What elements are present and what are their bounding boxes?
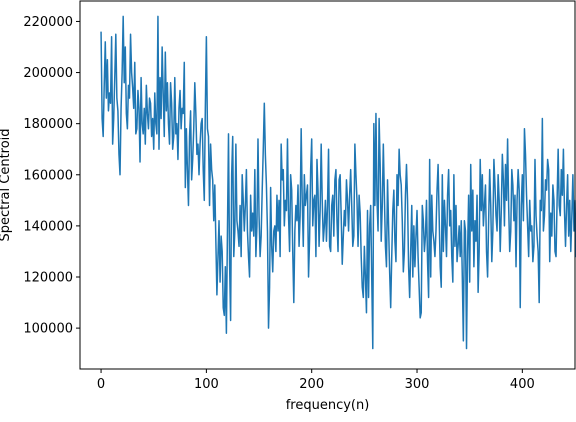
x-axis-label: frequency(n) [286, 398, 370, 413]
y-axis-label: Spectral Centroid [0, 128, 13, 241]
x-tick-label: 300 [405, 377, 430, 392]
plot-area [100, 15, 576, 350]
y-tick-label: 100000 [23, 322, 73, 337]
y-tick-label: 140000 [23, 219, 73, 234]
y-tick-label: 180000 [23, 117, 73, 132]
x-tick-label: 200 [299, 377, 324, 392]
series-line-0 [100, 15, 576, 350]
x-tick-label: 0 [97, 377, 105, 392]
y-tick-label: 160000 [23, 168, 73, 183]
y-tick-label: 220000 [23, 15, 73, 30]
x-tick-label: 100 [194, 377, 219, 392]
y-axis-ticks: 100000 120000 140000 160000 180000 200000 2200… [23, 15, 80, 337]
x-axis-ticks: 0 100 200 300 400 [97, 369, 535, 392]
y-tick-label: 200000 [23, 66, 73, 81]
y-tick-label: 120000 [23, 271, 73, 286]
x-tick-label: 400 [510, 377, 535, 392]
plot-frame [79, 0, 576, 370]
